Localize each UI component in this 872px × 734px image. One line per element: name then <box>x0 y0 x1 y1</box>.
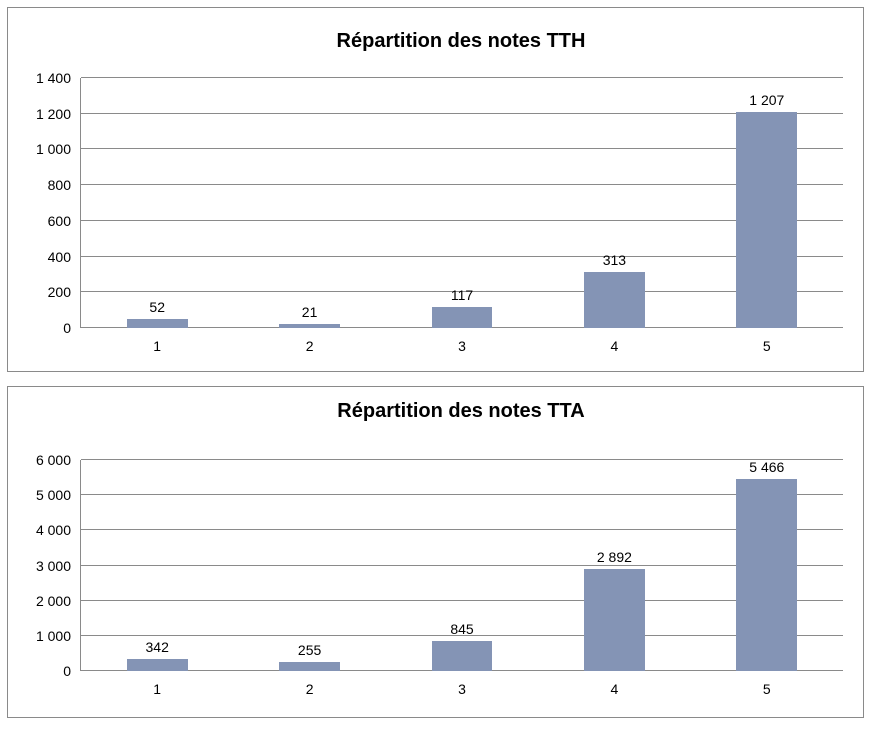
bar <box>583 569 645 671</box>
y-tick-label: 2 000 <box>35 592 71 609</box>
bar <box>279 324 341 328</box>
x-tick-label: 1 <box>153 681 162 697</box>
x-tick-label: 4 <box>610 338 619 354</box>
gridline <box>81 459 843 460</box>
gridline <box>81 112 843 114</box>
y-tick-label: 1 000 <box>35 141 71 158</box>
chart-title-tta: Répartition des notes TTA <box>337 400 585 422</box>
y-tick-label: 1 000 <box>35 627 71 644</box>
plot-area-tth: 0 200 400 600 800 1 000 1 200 1 400 52 1 21 2 117 3 31… <box>36 71 843 354</box>
y-tick-label: 0 <box>63 663 71 679</box>
y-tick-label: 5 000 <box>35 487 71 504</box>
x-tick-label: 3 <box>458 338 466 354</box>
bar-value-label: 21 <box>301 304 318 321</box>
bar <box>736 112 798 328</box>
gridline <box>81 77 843 78</box>
bar-value-label: 313 <box>602 252 627 269</box>
bar-value-label: 845 <box>450 621 474 638</box>
bar-value-label: 2 892 <box>596 549 632 566</box>
gridline <box>81 184 843 186</box>
y-tick-label: 3 000 <box>35 557 71 574</box>
gridline <box>81 529 843 531</box>
bar-value-label: 5 466 <box>749 458 785 475</box>
gridline <box>81 599 843 601</box>
gridline <box>81 564 843 566</box>
bar <box>126 318 188 328</box>
y-tick-label: 800 <box>47 177 71 194</box>
x-tick-label: 2 <box>305 338 314 354</box>
bar <box>126 658 188 671</box>
plot-area-tta: 0 1 000 2 000 3 000 4 000 5 000 6 000 342 1 255 2 8… <box>36 453 843 697</box>
bar <box>736 478 798 671</box>
chart-title-tth: Répartition des notes TTH <box>336 30 586 52</box>
y-tick-label: 400 <box>47 248 71 265</box>
gridline <box>81 219 843 221</box>
bar <box>279 662 341 671</box>
x-tick-label: 5 <box>762 338 771 354</box>
y-tick-label: 200 <box>47 284 71 301</box>
gridline <box>81 634 843 636</box>
x-tick-label: 5 <box>762 681 771 697</box>
gridline <box>81 291 843 293</box>
gridline <box>81 494 843 496</box>
y-tick-label: 1 400 <box>35 70 71 86</box>
chart-panel-tth: Répartition des notes TTH 0 200 400 600 800 1… <box>7 7 864 372</box>
x-tick-label: 1 <box>153 338 162 354</box>
y-tick-label: 1 200 <box>35 105 71 122</box>
chart-panel-tta: Répartition des notes TTA 0 1 000 2 000 3 0… <box>7 386 864 718</box>
x-tick-label: 2 <box>305 681 314 697</box>
gridline <box>81 148 843 150</box>
y-tick-label: 6 000 <box>35 452 71 468</box>
bar-value-label: 52 <box>149 298 165 315</box>
y-tick-label: 0 <box>63 320 71 336</box>
bar-value-label: 255 <box>297 642 322 659</box>
y-tick-label: 4 000 <box>35 522 71 539</box>
bar-value-label: 1 207 <box>749 92 785 109</box>
x-tick-label: 3 <box>458 681 466 697</box>
bar-value-label: 342 <box>145 638 169 655</box>
bar <box>583 272 645 328</box>
gridline <box>81 255 843 257</box>
bar <box>431 641 493 671</box>
y-tick-label: 600 <box>47 212 71 229</box>
x-tick-label: 4 <box>610 681 619 697</box>
bar <box>431 307 493 328</box>
bar-value-label: 117 <box>450 287 474 304</box>
